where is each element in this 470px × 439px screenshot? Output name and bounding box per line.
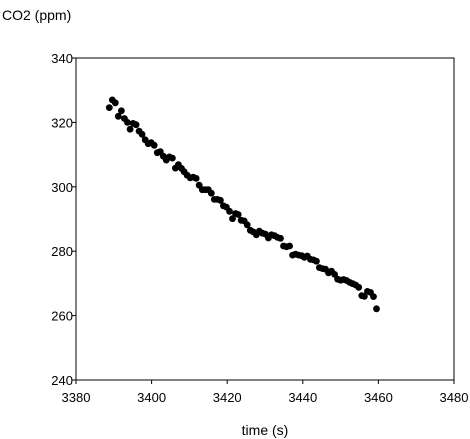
data-point-15 bbox=[150, 141, 158, 149]
data-point-6 bbox=[124, 119, 131, 126]
x-tick-label-5: 3480 bbox=[440, 390, 469, 405]
y-tick-label-0: 240 bbox=[51, 373, 73, 388]
data-point-7 bbox=[126, 125, 134, 133]
y-tick-label-5: 340 bbox=[51, 51, 73, 66]
data-point-43 bbox=[234, 211, 242, 218]
data-point-46 bbox=[243, 221, 251, 229]
data-point-57 bbox=[277, 234, 284, 242]
data-point-9 bbox=[132, 121, 140, 129]
x-tick-label-0: 3380 bbox=[62, 390, 91, 405]
x-tick-label-4: 3460 bbox=[364, 390, 393, 405]
data-point-89 bbox=[373, 305, 380, 313]
x-tick-label-2: 3420 bbox=[213, 390, 242, 405]
data-point-2 bbox=[111, 99, 119, 107]
data-point-11 bbox=[138, 130, 146, 138]
x-tick-label-1: 3400 bbox=[137, 390, 166, 405]
data-point-69 bbox=[313, 257, 320, 265]
data-point-41 bbox=[229, 215, 236, 223]
y-tick-label-4: 320 bbox=[51, 115, 73, 130]
x-tick-label-3: 3440 bbox=[288, 390, 317, 405]
data-point-85 bbox=[361, 292, 368, 300]
x-axis-label: time (s) bbox=[242, 422, 289, 438]
data-point-60 bbox=[286, 242, 293, 250]
data-point-3 bbox=[114, 112, 122, 120]
y-tick-label-3: 300 bbox=[51, 180, 73, 195]
y-tick-label-1: 260 bbox=[51, 309, 73, 324]
data-point-4 bbox=[118, 107, 125, 115]
data-point-40 bbox=[226, 207, 233, 215]
data-point-34 bbox=[207, 189, 215, 197]
data-point-88 bbox=[370, 293, 377, 300]
y-tick-label-2: 280 bbox=[51, 244, 73, 259]
data-points bbox=[105, 96, 380, 313]
data-point-0 bbox=[105, 104, 113, 111]
plot-area bbox=[75, 57, 455, 381]
data-point-21 bbox=[169, 154, 176, 162]
data-point-37 bbox=[217, 196, 224, 204]
data-point-29 bbox=[192, 175, 200, 182]
ticks: 3380 3400 3420 3440 3460 3480 240 260 280 300 320 3… bbox=[51, 51, 468, 405]
data-point-83 bbox=[355, 283, 363, 291]
y-axis-label: CO2 (ppm) bbox=[2, 7, 71, 23]
